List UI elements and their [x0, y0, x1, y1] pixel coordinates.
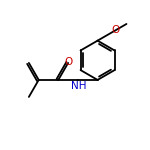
- Text: O: O: [64, 57, 73, 67]
- Text: O: O: [111, 25, 119, 35]
- Text: NH: NH: [71, 81, 87, 91]
